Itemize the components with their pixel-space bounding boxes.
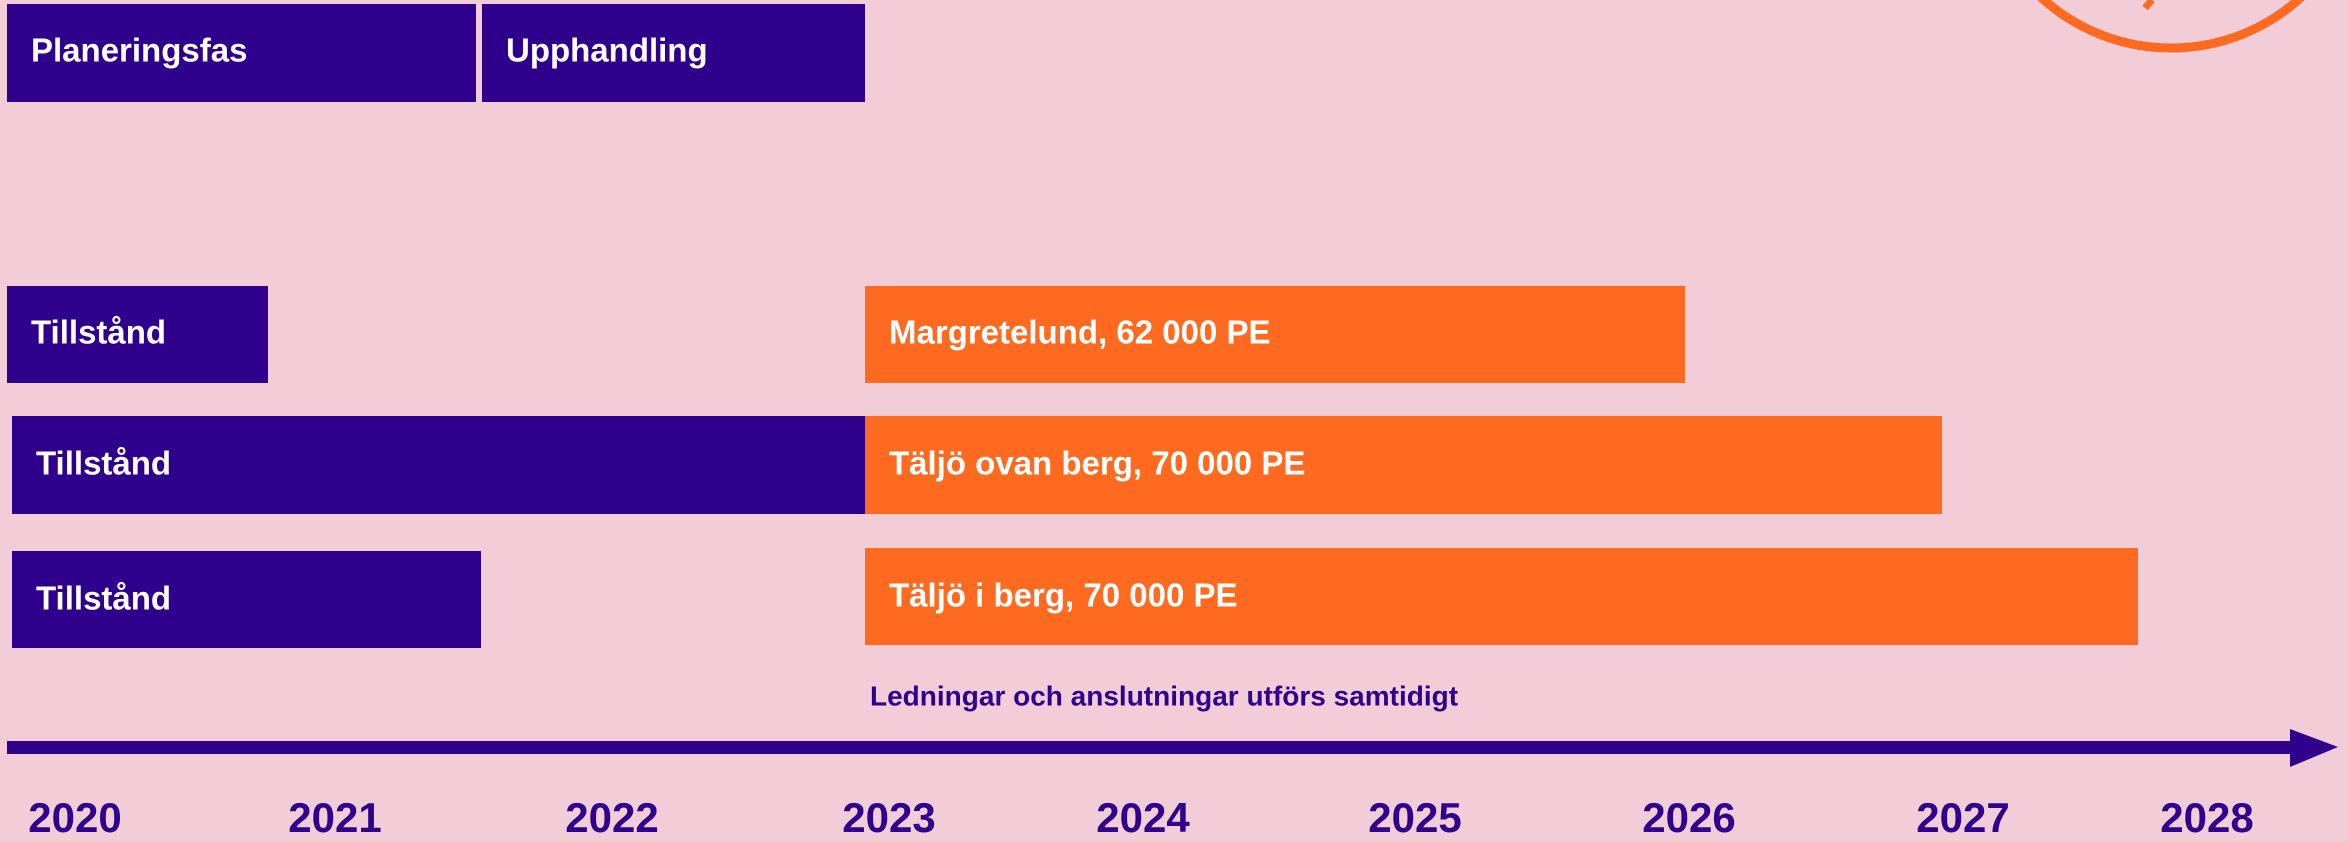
year-label: 2027: [1916, 794, 2009, 841]
axis-arrowhead: [2290, 729, 2338, 767]
decor-circle: [2037, 0, 2305, 53]
decor-tick: [2142, 0, 2155, 11]
project-bar: [865, 286, 1685, 383]
year-label: 2021: [288, 794, 381, 841]
permit-label: Tillstånd: [31, 314, 166, 351]
permit-bar: [7, 286, 268, 383]
phase-bar: [7, 4, 476, 102]
permit-bar: [12, 416, 865, 514]
year-label: 2024: [1096, 794, 1190, 841]
permit-label: Tillstånd: [36, 445, 171, 482]
year-label: 2020: [28, 794, 121, 841]
phase-bar: [482, 4, 865, 102]
year-label: 2028: [2160, 794, 2253, 841]
project-label: Täljö i berg, 70 000 PE: [889, 577, 1237, 614]
year-label: 2025: [1368, 794, 1461, 841]
phase-label: Upphandling: [506, 32, 708, 69]
project-bar: [865, 548, 2138, 645]
time-axis: [7, 741, 2297, 754]
project-label: Margretelund, 62 000 PE: [889, 314, 1270, 351]
phase-label: Planeringsfas: [31, 32, 247, 69]
year-label: 2023: [842, 794, 935, 841]
project-bar: [865, 416, 1942, 514]
permit-label: Tillstånd: [36, 580, 171, 617]
year-label: 2026: [1642, 794, 1735, 841]
year-label: 2022: [565, 794, 658, 841]
note: Ledningar och anslutningar utförs samtid…: [870, 680, 1458, 711]
project-label: Täljö ovan berg, 70 000 PE: [889, 445, 1305, 482]
permit-bar: [12, 551, 481, 648]
